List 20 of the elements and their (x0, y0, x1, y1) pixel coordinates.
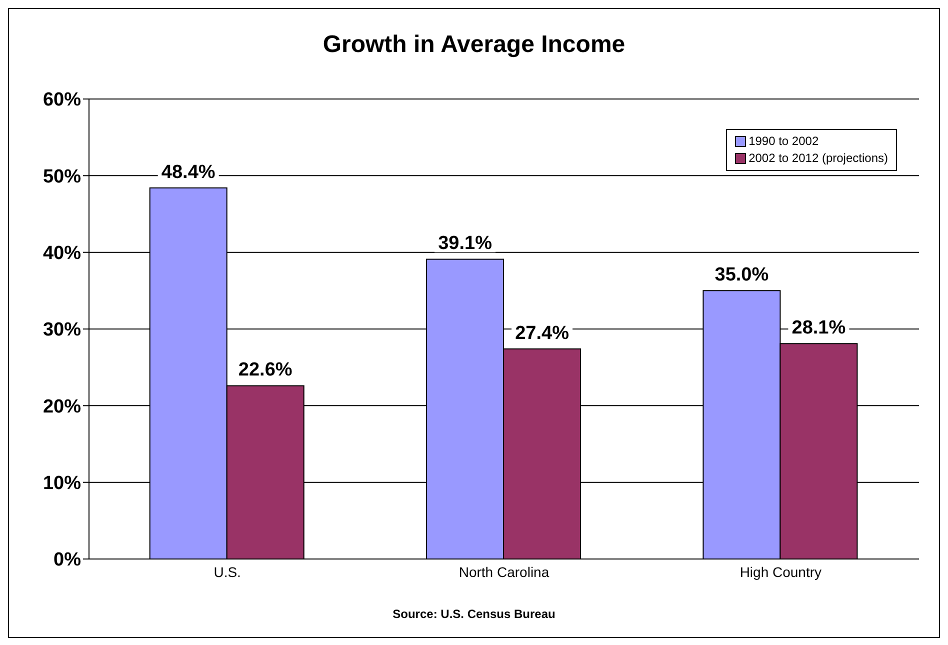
data-label: 48.4% (161, 162, 216, 183)
data-label: 27.4% (515, 322, 570, 344)
y-tick-label: 10% (42, 473, 82, 494)
x-tick-label: U.S. (214, 564, 241, 580)
x-tick-label: North Carolina (458, 564, 550, 580)
y-tick-label: 20% (42, 396, 82, 418)
data-label: 28.1% (792, 318, 846, 339)
legend-label: 2002 to 2012 (projections) (748, 150, 888, 167)
legend-label: 1990 to 2002 (748, 133, 819, 150)
data-label: 39.1% (438, 233, 492, 254)
y-tick-label: 50% (42, 166, 82, 188)
y-tick-label: 30% (42, 320, 82, 341)
source-note: Source: U.S. Census Bureau (392, 607, 556, 621)
x-tick-label: High Country (740, 564, 822, 580)
chart-title: Growth in Average Income (322, 31, 626, 59)
data-label: 22.6% (238, 360, 292, 381)
y-tick-label: 0% (54, 550, 82, 571)
y-tick-label: 60% (42, 90, 82, 111)
y-tick-label: 40% (42, 243, 82, 264)
data-label: 35.0% (714, 264, 769, 286)
